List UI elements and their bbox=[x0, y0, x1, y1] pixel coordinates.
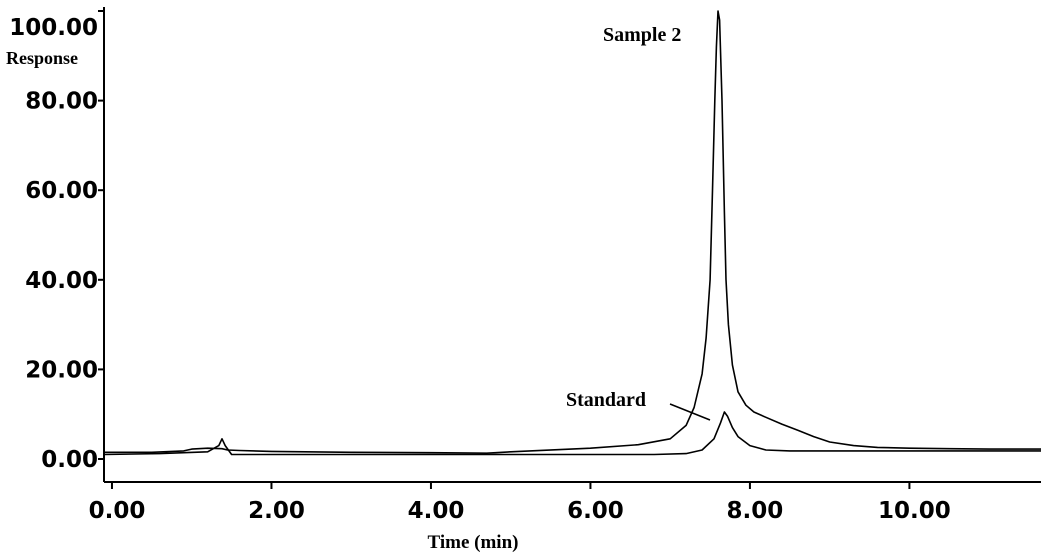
x-tick-label: 10.00 bbox=[878, 498, 951, 524]
y-tick-label: 60.00 bbox=[25, 178, 98, 204]
y-axis-title: Response bbox=[6, 48, 78, 68]
annotation-standard: Standard bbox=[566, 389, 646, 411]
x-tick-label: 4.00 bbox=[408, 498, 465, 524]
x-tick-label: 0.00 bbox=[89, 498, 146, 524]
annotation-standard-pointer bbox=[669, 403, 711, 421]
x-tick-label: 6.00 bbox=[567, 498, 624, 524]
annotation-sample-2: Sample 2 bbox=[603, 24, 681, 46]
tick-labels: 0.00 2.00 4.00 6.00 8.00 10.00 0.00 20.00 40.00 6… bbox=[9, 15, 951, 524]
axes bbox=[98, 7, 1041, 489]
series-line-standard bbox=[103, 411, 1041, 456]
y-tick-label: 80.00 bbox=[25, 89, 98, 115]
x-axis-title: Time (min) bbox=[428, 532, 519, 553]
x-tick-label: 8.00 bbox=[727, 498, 784, 524]
series-line-sample-2 bbox=[104, 10, 1041, 455]
y-tick-label: 20.00 bbox=[25, 357, 98, 383]
plot-area bbox=[103, 10, 1041, 456]
y-tick-label: 100.00 bbox=[9, 15, 98, 41]
y-tick-label: 0.00 bbox=[41, 447, 98, 473]
y-tick-label: 40.00 bbox=[25, 268, 98, 294]
x-tick-label: 2.00 bbox=[248, 498, 305, 524]
